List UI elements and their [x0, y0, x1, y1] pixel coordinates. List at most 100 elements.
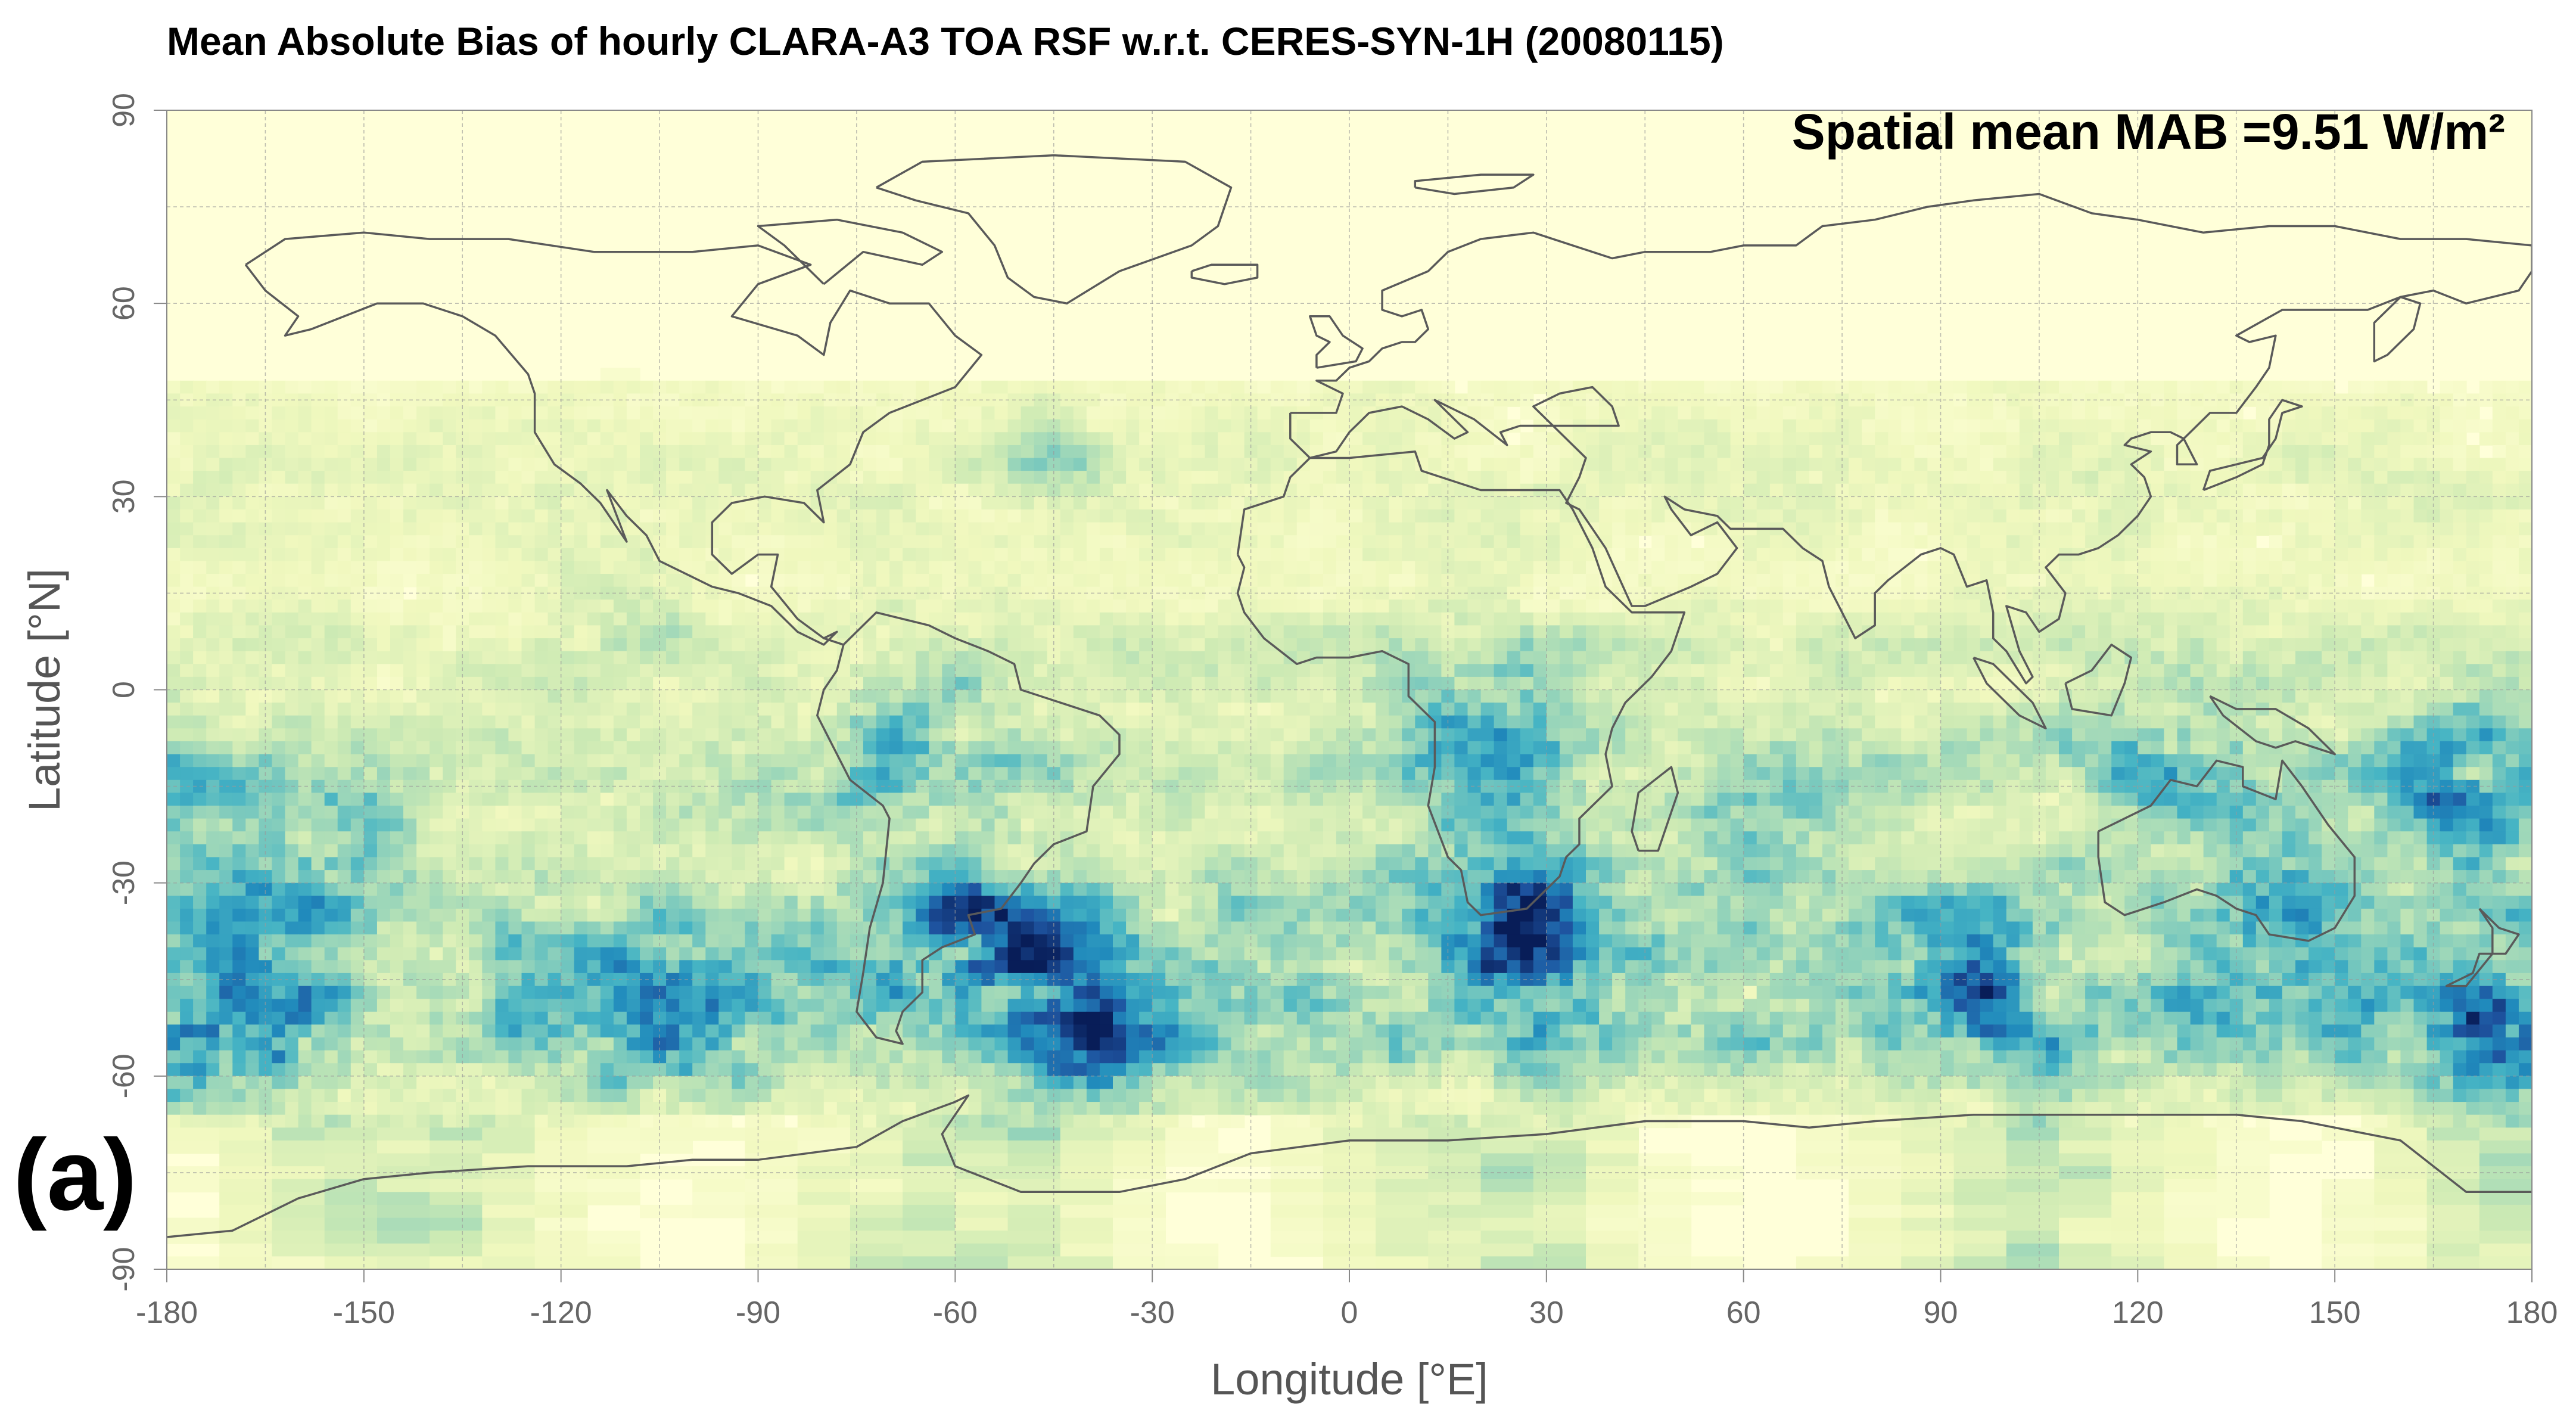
heatmap-cell	[889, 522, 903, 536]
heatmap-cell	[1927, 483, 1942, 498]
heatmap-cell	[2440, 599, 2454, 613]
heatmap-cell	[1060, 599, 1074, 613]
heatmap-cell	[2045, 676, 2059, 691]
heatmap-cell	[1139, 445, 1153, 459]
heatmap-cell	[705, 380, 720, 394]
heatmap-cell	[1572, 483, 1586, 498]
heatmap-cell	[2098, 483, 2113, 498]
heatmap-cell	[1323, 548, 1337, 562]
heatmap-cell	[2006, 509, 2020, 523]
heatmap-cell	[679, 638, 693, 652]
heatmap-cell	[1559, 445, 1573, 459]
heatmap-cell	[968, 406, 982, 420]
heatmap-cell	[1651, 676, 1666, 691]
heatmap-cell	[718, 458, 733, 471]
heatmap-cell	[1914, 599, 1928, 613]
heatmap-cell	[1756, 393, 1771, 407]
heatmap-cell	[1034, 703, 1048, 716]
heatmap-cell	[469, 548, 483, 562]
heatmap-cell	[718, 548, 733, 562]
heatmap-cell	[298, 496, 312, 510]
heatmap-cell	[2203, 522, 2217, 536]
heatmap-cell	[324, 651, 338, 665]
heatmap-cell	[1047, 509, 1061, 523]
heatmap-cell	[1480, 664, 1495, 678]
heatmap-cell	[482, 625, 496, 639]
heatmap-cell	[1730, 380, 1744, 394]
heatmap-cell	[1178, 651, 1193, 665]
heatmap-cell	[1257, 715, 1271, 729]
heatmap-cell	[613, 561, 627, 574]
heatmap-cell	[1021, 548, 1035, 562]
heatmap-cell	[167, 625, 181, 639]
heatmap-cell	[1953, 664, 1968, 678]
heatmap-cell	[1165, 676, 1180, 691]
heatmap-cell	[994, 445, 1009, 459]
heatmap-cell	[1113, 496, 1127, 510]
heatmap-cell	[1612, 380, 1626, 394]
heatmap-cell	[2124, 561, 2139, 574]
heatmap-cell	[1691, 393, 1705, 407]
heatmap-cell	[167, 728, 181, 742]
heatmap-cell	[1218, 689, 1232, 703]
heatmap-cell	[1113, 419, 1127, 433]
heatmap-cell	[1349, 432, 1363, 446]
heatmap-cell	[534, 535, 549, 549]
heatmap-cell	[692, 522, 707, 536]
heatmap-cell	[1376, 432, 1389, 446]
heatmap-cell	[1586, 651, 1600, 665]
heatmap-cell	[2335, 715, 2349, 729]
heatmap-cell	[1139, 380, 1153, 394]
heatmap-cell	[1349, 509, 1363, 523]
heatmap-cell	[285, 689, 299, 703]
heatmap-cell	[298, 638, 312, 652]
heatmap-cell	[692, 406, 707, 420]
heatmap-cell	[2387, 535, 2401, 549]
heatmap-cell	[1257, 548, 1271, 562]
heatmap-cell	[903, 676, 916, 691]
heatmap-cell	[2348, 458, 2362, 471]
heatmap-cell	[2466, 574, 2480, 588]
heatmap-cell	[626, 574, 640, 588]
heatmap-cell	[2190, 703, 2204, 716]
heatmap-cell	[1862, 522, 1876, 536]
heatmap-cell	[2361, 432, 2375, 446]
heatmap-cell	[1743, 445, 1757, 459]
heatmap-cell	[2269, 586, 2283, 600]
heatmap-cell	[2045, 380, 2059, 394]
heatmap-cell	[482, 574, 496, 588]
heatmap-cell	[836, 380, 851, 394]
heatmap-cell	[626, 638, 640, 652]
heatmap-cell	[732, 496, 746, 510]
heatmap-cell	[823, 406, 838, 420]
heatmap-cell	[206, 561, 220, 574]
heatmap-cell	[1073, 715, 1087, 729]
heatmap-cell	[232, 625, 247, 639]
heatmap-cell	[2466, 458, 2480, 471]
heatmap-cell	[547, 509, 562, 523]
heatmap-cell	[1809, 586, 1823, 600]
heatmap-cell	[2400, 522, 2415, 536]
heatmap-cell	[2255, 432, 2270, 446]
heatmap-cell	[1638, 561, 1653, 574]
heatmap-cell	[1021, 522, 1035, 536]
heatmap-cell	[363, 676, 378, 691]
heatmap-cell	[1756, 561, 1771, 574]
heatmap-cell	[2255, 676, 2270, 691]
heatmap-cell	[547, 380, 562, 394]
heatmap-cell	[2190, 535, 2204, 549]
heatmap-cell	[2138, 561, 2152, 574]
heatmap-cell	[1717, 458, 1731, 471]
heatmap-cell	[876, 445, 890, 459]
heatmap-cell	[193, 715, 207, 729]
heatmap-cell	[2361, 380, 2375, 394]
heatmap-cell	[981, 380, 995, 394]
heatmap-cell	[1599, 432, 1613, 446]
heatmap-cell	[1139, 496, 1153, 510]
heatmap-cell	[1586, 689, 1600, 703]
heatmap-cell	[1862, 703, 1876, 716]
heatmap-cell	[1152, 625, 1166, 639]
heatmap-cell	[1862, 574, 1876, 588]
heatmap-cell	[403, 548, 417, 562]
heatmap-cell	[823, 419, 838, 433]
